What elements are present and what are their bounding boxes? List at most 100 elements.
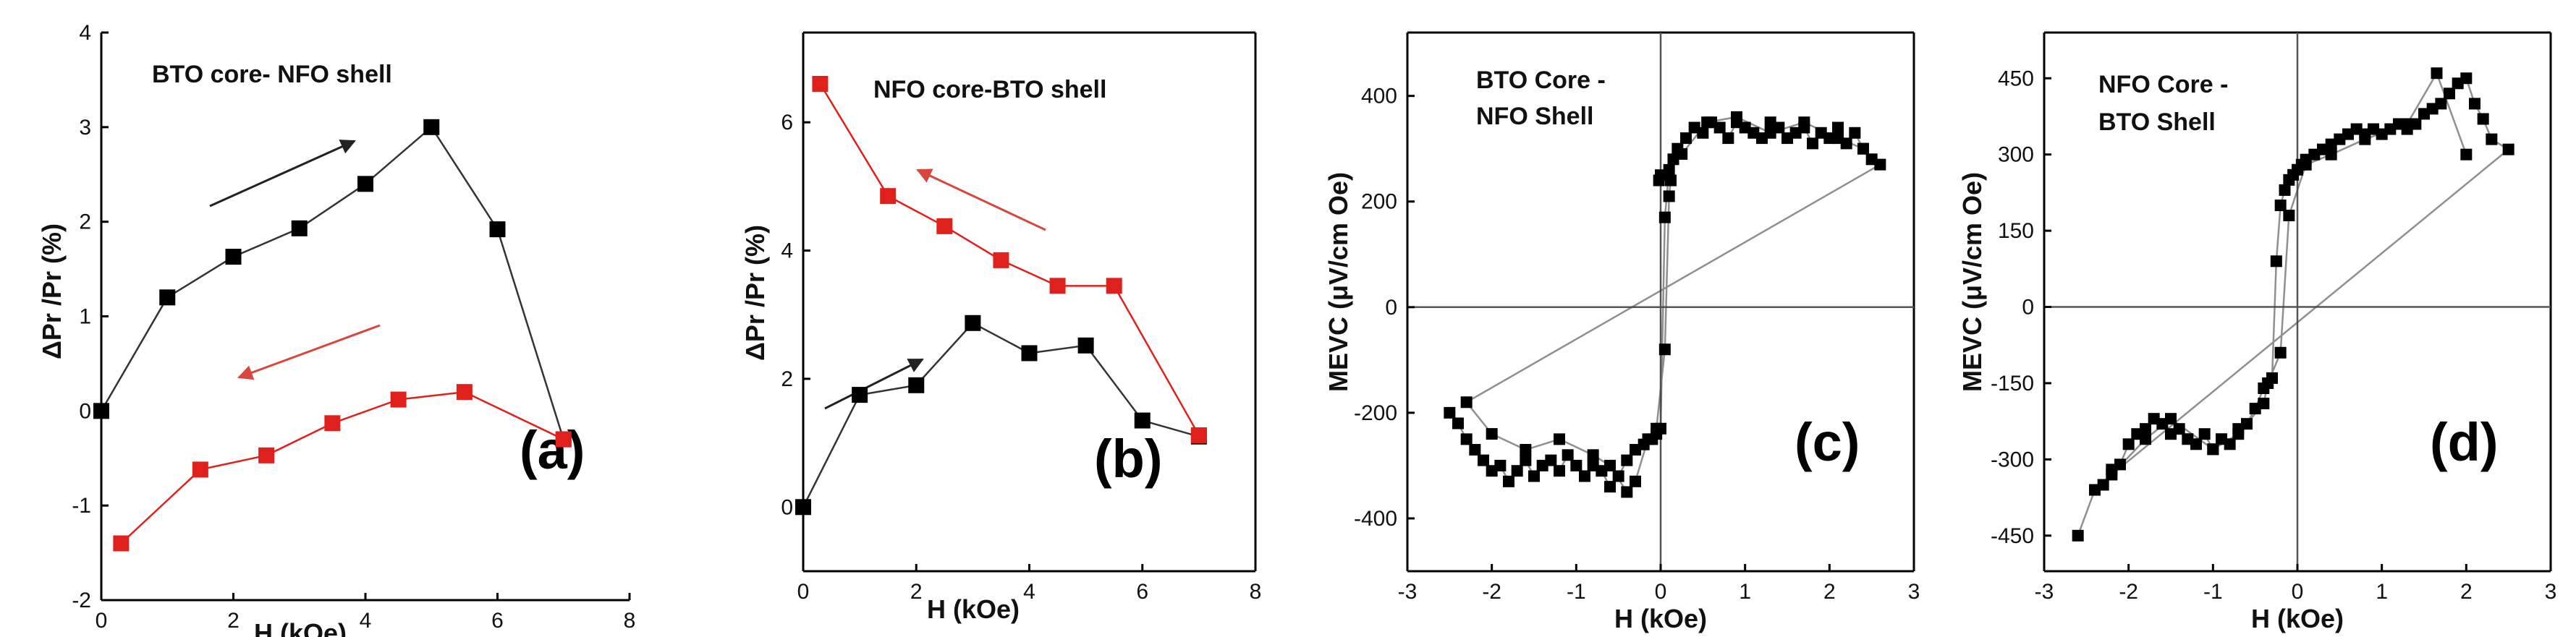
data-point <box>1807 137 1818 150</box>
data-point <box>2262 377 2274 389</box>
data-point <box>1511 465 1523 477</box>
chart-title-line-1: BTO Core - <box>1476 67 1606 94</box>
y-tick-label: 0 <box>781 495 793 519</box>
y-tick-label: 4 <box>79 21 91 45</box>
data-point <box>2198 428 2211 440</box>
data-point <box>159 289 176 306</box>
data-point <box>1658 343 1671 356</box>
data-point <box>423 119 440 135</box>
x-tick-label: 1 <box>1739 580 1751 604</box>
data-point <box>1849 127 1861 139</box>
data-point <box>812 75 829 92</box>
data-point <box>1545 454 1557 466</box>
y-tick-label: 0 <box>2022 296 2034 320</box>
data-point <box>795 499 811 516</box>
panel-label: (b) <box>1094 429 1163 489</box>
data-point <box>1520 444 1532 456</box>
x-tick-label: 1 <box>2376 580 2388 604</box>
y-axis-title: MEVC (μV/cm Oe) <box>1323 172 1353 392</box>
data-point <box>880 188 897 205</box>
series-line <box>120 390 564 544</box>
data-point <box>2165 413 2177 425</box>
data-point <box>2359 133 2371 145</box>
data-point <box>1520 454 1532 466</box>
data-point <box>2241 418 2253 430</box>
chart-title: BTO core- NFO shell <box>152 61 392 88</box>
decreasing-field-arrow <box>237 324 381 380</box>
data-point <box>2122 438 2135 450</box>
increasing-field-arrow <box>824 358 924 410</box>
data-point <box>1587 449 1599 461</box>
data-point <box>2190 438 2202 450</box>
increasing-field-arrow <box>209 140 356 208</box>
data-point <box>1134 412 1151 429</box>
data-point <box>1653 174 1665 187</box>
data-point <box>852 387 868 403</box>
panel-a-chart: BTO core- NFO shell (a) H (kOe) ΔPr /Pr … <box>37 21 635 637</box>
data-point <box>1658 211 1671 223</box>
panel-d-chart: NFO Core - BTO Shell (d) H (kOe) MEVC (μ… <box>1957 31 2556 633</box>
data-point <box>2401 118 2413 130</box>
data-point <box>2469 98 2480 110</box>
data-point <box>1663 190 1675 202</box>
data-point <box>2477 113 2489 125</box>
x-axis-title: H (kOe) <box>2251 604 2344 633</box>
y-tick-label: 3 <box>79 116 91 140</box>
chart-title-line-2: NFO Shell <box>1476 103 1593 130</box>
data-point <box>2207 443 2219 456</box>
data-point <box>2435 98 2447 110</box>
data-point <box>1713 121 1726 134</box>
data-point <box>1621 486 1633 498</box>
data-point <box>1460 396 1473 409</box>
data-point <box>1731 111 1742 123</box>
y-tick-label: 1 <box>79 305 91 329</box>
decreasing-field-arrow <box>916 168 1046 231</box>
data-point <box>2283 210 2295 222</box>
data-point <box>489 221 506 238</box>
x-tick-label: -2 <box>1482 580 1501 604</box>
panel-label: (a) <box>520 420 585 480</box>
data-point <box>1049 278 1066 294</box>
data-point <box>2270 255 2282 268</box>
data-point <box>357 176 373 192</box>
y-tick-label: -1 <box>72 494 91 518</box>
data-point <box>2232 428 2245 440</box>
data-point <box>908 377 925 393</box>
y-axis-title: MEVC (μV/cm Oe) <box>1957 172 1987 392</box>
data-point <box>2224 438 2236 450</box>
data-point <box>1697 127 1709 139</box>
data-point <box>1469 444 1481 456</box>
series-line <box>100 125 564 440</box>
data-point <box>1798 116 1810 129</box>
x-tick-label: 4 <box>360 609 372 633</box>
y-tick-label: 200 <box>1361 190 1397 214</box>
data-point <box>2502 143 2514 155</box>
panel-b-chart: NFO core-BTO shell (b) H (kOe) ΔPr /Pr (… <box>740 31 1261 624</box>
x-tick-label: 0 <box>2292 580 2304 604</box>
data-point <box>1444 406 1456 419</box>
data-point <box>1764 127 1776 139</box>
x-tick-label: 8 <box>624 609 636 633</box>
x-tick-label: 2 <box>227 609 240 633</box>
data-point <box>1554 465 1565 477</box>
y-tick-label: 400 <box>1361 85 1397 108</box>
y-tick-label: 450 <box>1998 67 2034 90</box>
y-tick-label: -150 <box>1991 372 2034 396</box>
y-axis-title: ΔPr /Pr (%) <box>37 223 67 359</box>
data-point <box>2460 148 2473 161</box>
data-point <box>965 315 981 331</box>
data-point <box>2431 67 2443 80</box>
data-point <box>1554 433 1565 445</box>
x-axis-title: H (kOe) <box>254 618 347 637</box>
data-point <box>1021 345 1038 362</box>
data-point <box>1665 174 1677 187</box>
data-point <box>2325 148 2337 161</box>
data-point <box>2460 72 2473 85</box>
data-point <box>1494 459 1507 471</box>
data-point <box>2274 199 2287 211</box>
data-point <box>2444 87 2455 100</box>
data-point <box>1630 475 1641 487</box>
data-point <box>1570 459 1583 471</box>
x-axis-title: H (kOe) <box>927 594 1020 624</box>
